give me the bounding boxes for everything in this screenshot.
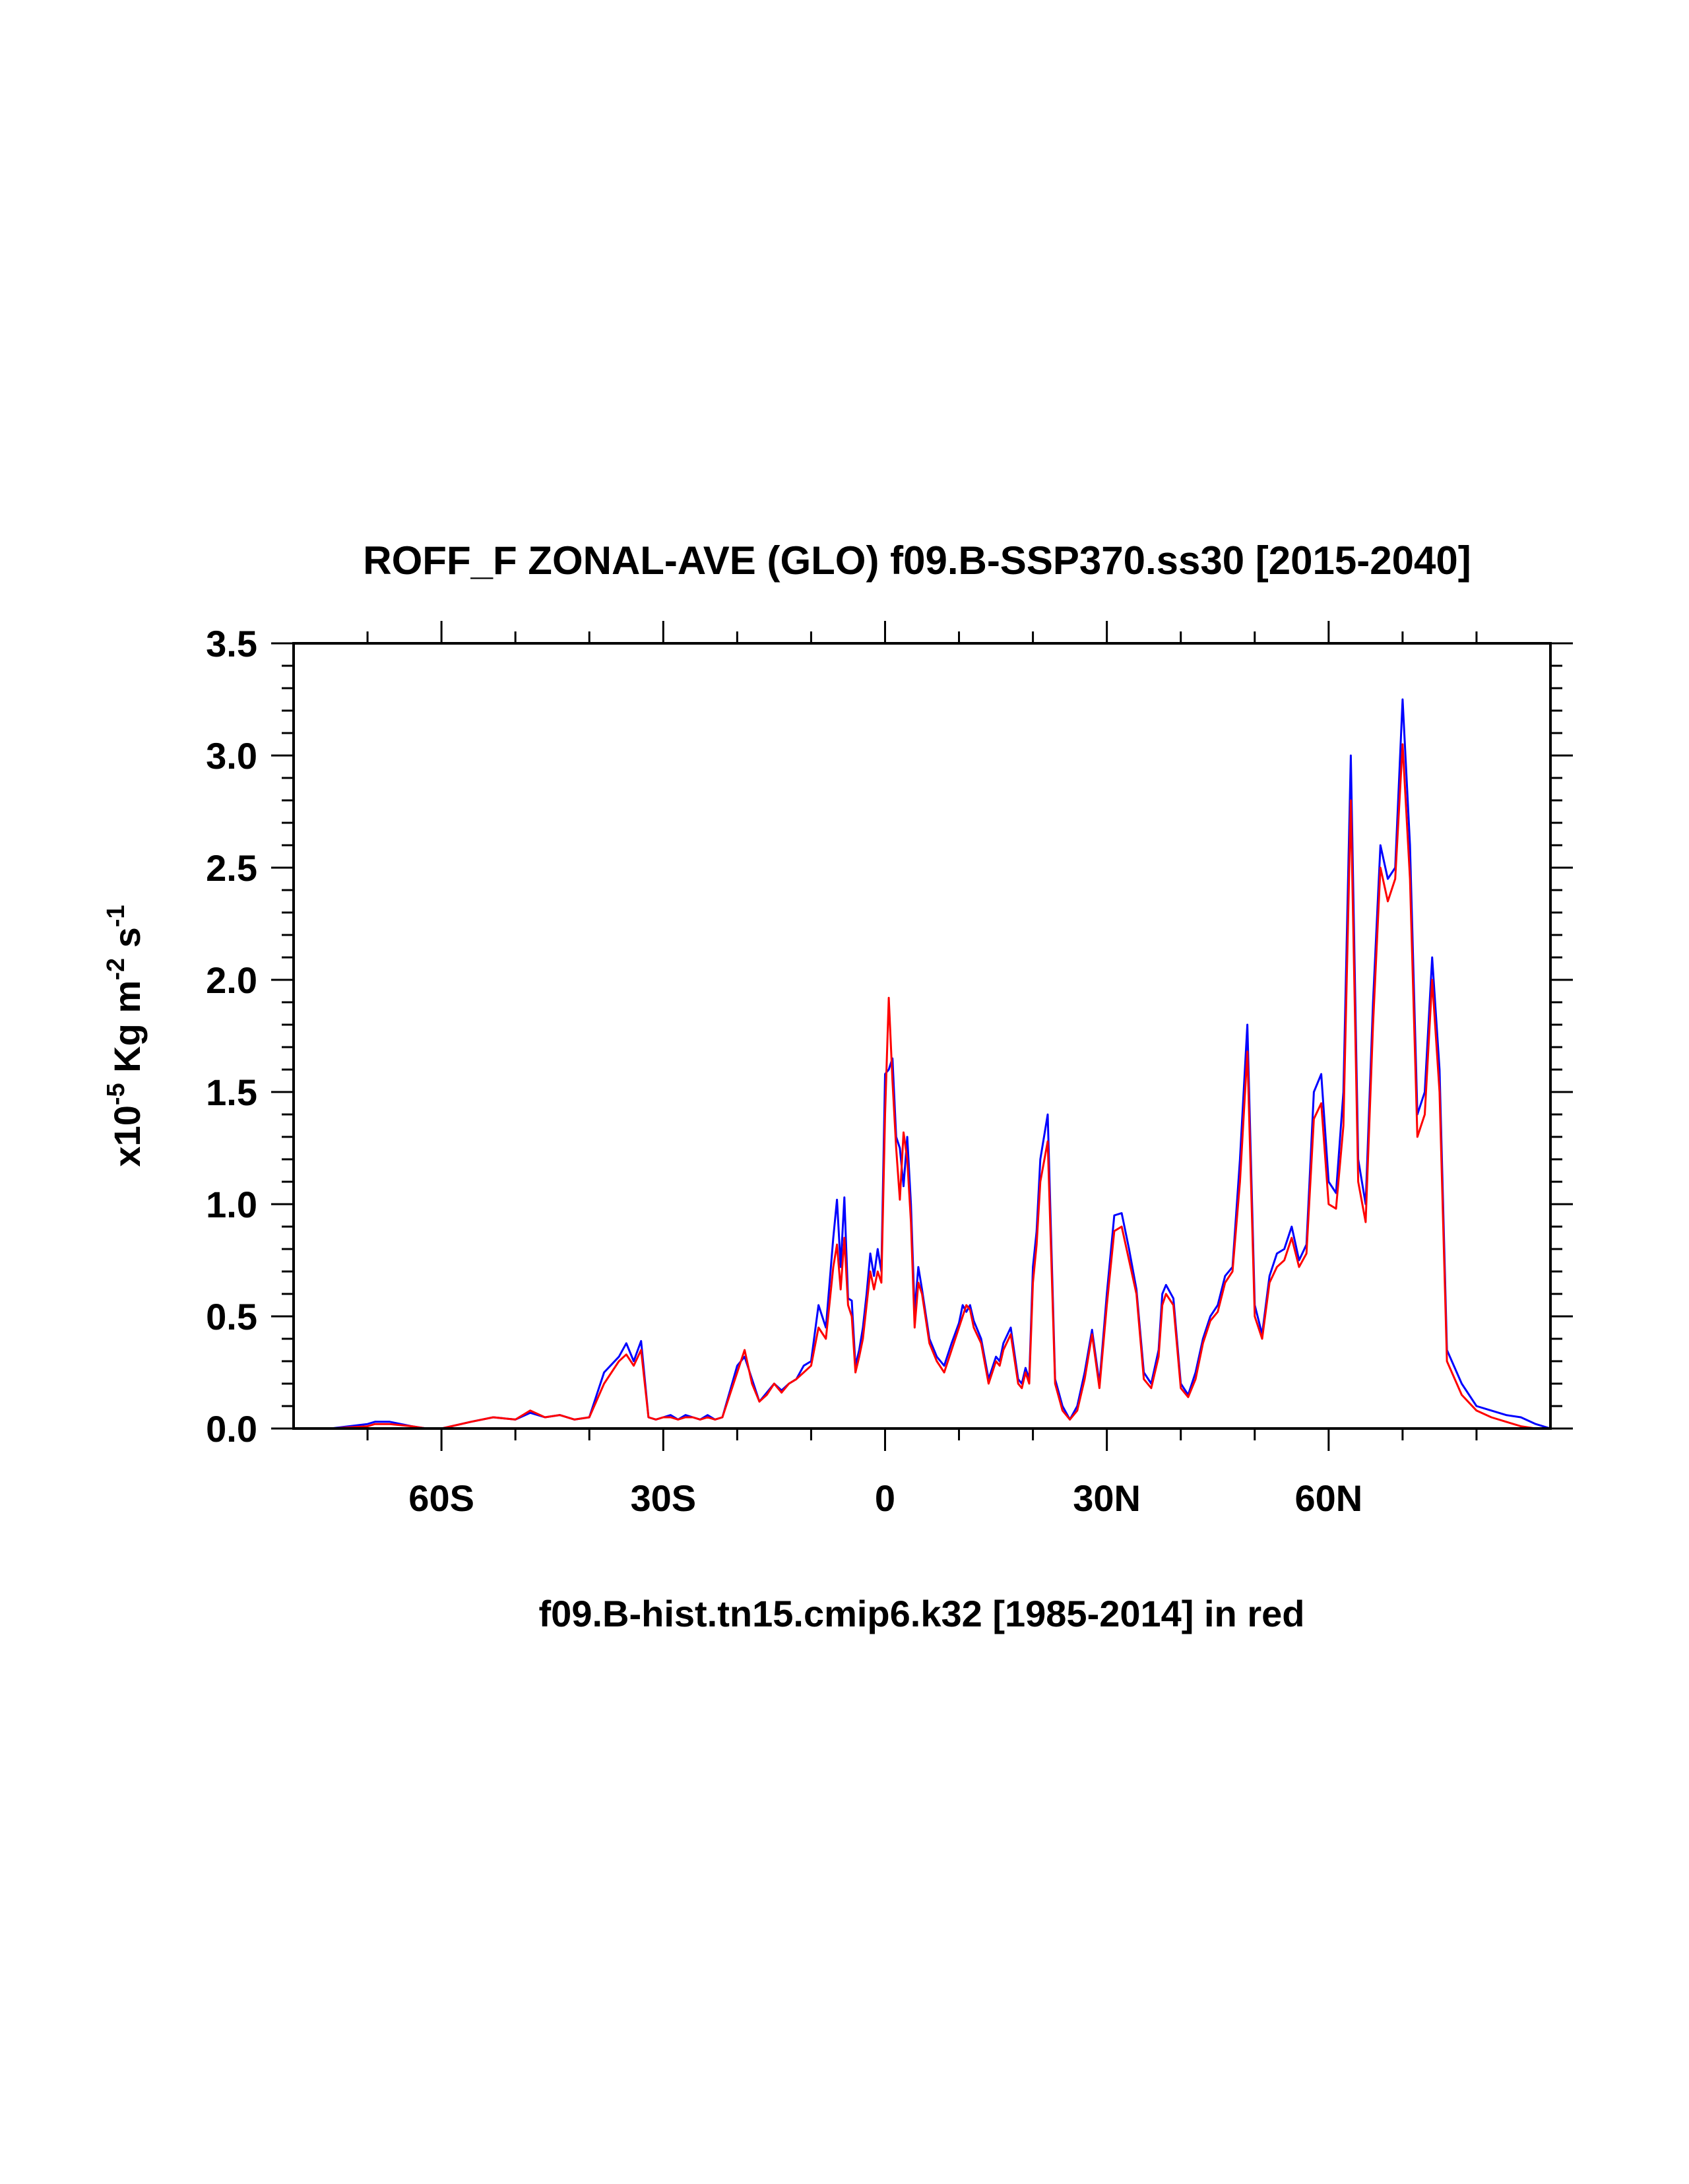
y-tick-label: 0.5 [206, 1296, 257, 1337]
x-tick-label: 0 [875, 1477, 895, 1519]
plot-frame [292, 642, 1552, 1430]
x-tick-label: 30N [1073, 1477, 1141, 1519]
series-line-0 [294, 698, 1551, 1430]
y-tick-label: 1.0 [206, 1184, 257, 1225]
y-label-exp3: -1 [102, 905, 130, 927]
series-line-1 [294, 743, 1550, 1430]
y-axis-label: x10-5 Kg m-2 s-1 [102, 905, 148, 1167]
y-label-base: x10 [106, 1105, 148, 1167]
x-axis-label: f09.B-hist.tn15.cmip6.k32 [1985-2014] in… [539, 1593, 1305, 1634]
y-tick-label: 3.5 [206, 623, 257, 664]
y-label-exp1: -5 [102, 1083, 130, 1105]
x-tick-label: 60N [1294, 1477, 1362, 1519]
y-label-mid2: s [106, 927, 148, 958]
y-tick-label: 3.0 [206, 735, 257, 777]
y-label-mid: Kg m [106, 980, 148, 1083]
y-label-exp2: -2 [102, 958, 130, 980]
axis-tick-labels: 60S 30S 0 30N 60N 0.0 0.5 1.0 1.5 2.0 2.5 3.0 3.5 [206, 623, 1362, 1519]
y-tick-label: 2.5 [206, 847, 257, 889]
chart-title: ROFF_F ZONAL-AVE (GLO) f09.B-SSP370.ss30… [363, 538, 1471, 583]
plot-lines [294, 698, 1551, 1430]
x-tick-label: 30S [630, 1477, 696, 1519]
y-tick-label: 1.5 [206, 1072, 257, 1113]
x-tick-label: 60S [408, 1477, 474, 1519]
y-tick-label: 0.0 [206, 1408, 257, 1450]
y-tick-label: 2.0 [206, 959, 257, 1001]
axis-ticks [271, 621, 1573, 1451]
